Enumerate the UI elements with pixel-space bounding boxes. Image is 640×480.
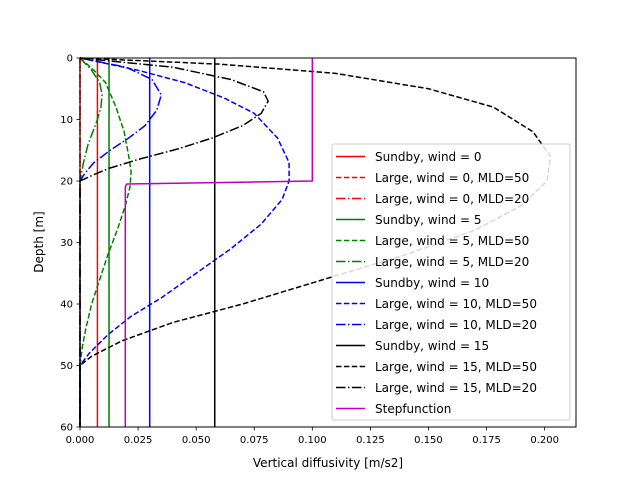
- y-tick-label: 10: [60, 115, 73, 126]
- x-tick-label: 0.000: [66, 435, 95, 446]
- legend-box: [331, 143, 571, 421]
- series-line-large-wind-15-mld-20: [79, 57, 270, 427]
- y-tick-label: 0: [67, 54, 73, 65]
- series-line-stepfunction: [124, 58, 314, 427]
- x-tick-label: 0.175: [472, 435, 501, 446]
- y-tick-label: 30: [60, 238, 73, 249]
- legend-label-sundby-wind-15: Sundby, wind = 15: [375, 339, 489, 353]
- series-line-large-wind-10-mld-50: [79, 57, 290, 427]
- legend: Sundby, wind = 0 Large, wind = 0, MLD=50 L…: [331, 143, 571, 421]
- legend-label-large-wind-10-mld-20: Large, wind = 10, MLD=20: [375, 318, 537, 332]
- legend-label-sundby-wind-10: Sundby, wind = 10: [375, 276, 489, 290]
- x-tick-label: 0.075: [240, 435, 269, 446]
- legend-label-large-wind-5-mld-50: Large, wind = 5, MLD=50: [375, 234, 529, 248]
- series-line-large-wind-5-mld-20: [79, 57, 103, 427]
- y-tick-label: 40: [60, 300, 73, 311]
- y-axis: 0 10 20 30 40 50 60: [60, 54, 80, 434]
- legend-label-large-wind-15-mld-20: Large, wind = 15, MLD=20: [375, 381, 537, 395]
- y-tick-label: 20: [60, 177, 73, 188]
- legend-label-large-wind-5-mld-20: Large, wind = 5, MLD=20: [375, 255, 529, 269]
- series-line-large-wind-10-mld-20: [79, 57, 163, 427]
- x-tick-label: 0.100: [298, 435, 327, 446]
- x-axis-label: Vertical diffusivity [m/s2]: [253, 456, 403, 470]
- legend-label-sundby-wind-0: Sundby, wind = 0: [375, 150, 481, 164]
- y-tick-label: 60: [60, 423, 73, 434]
- x-tick-label: 0.025: [124, 435, 153, 446]
- legend-label-large-wind-0-mld-20: Large, wind = 0, MLD=20: [375, 192, 529, 206]
- legend-label-large-wind-0-mld-50: Large, wind = 0, MLD=50: [375, 171, 529, 185]
- x-tick-label: 0.050: [182, 435, 211, 446]
- legend-label-stepfunction: Stepfunction: [375, 402, 451, 416]
- x-tick-label: 0.150: [414, 435, 443, 446]
- y-axis-label: Depth [m]: [32, 211, 46, 272]
- x-tick-label: 0.125: [356, 435, 385, 446]
- legend-label-sundby-wind-5: Sundby, wind = 5: [375, 213, 481, 227]
- x-tick-label: 0.200: [530, 435, 559, 446]
- legend-label-large-wind-10-mld-50: Large, wind = 10, MLD=50: [375, 297, 537, 311]
- legend-label-large-wind-15-mld-50: Large, wind = 15, MLD=50: [375, 360, 537, 374]
- y-tick-label: 50: [60, 361, 73, 372]
- x-axis: 0.000 0.025 0.050 0.075 0.100 0.125 0.150 0.175…: [66, 427, 559, 446]
